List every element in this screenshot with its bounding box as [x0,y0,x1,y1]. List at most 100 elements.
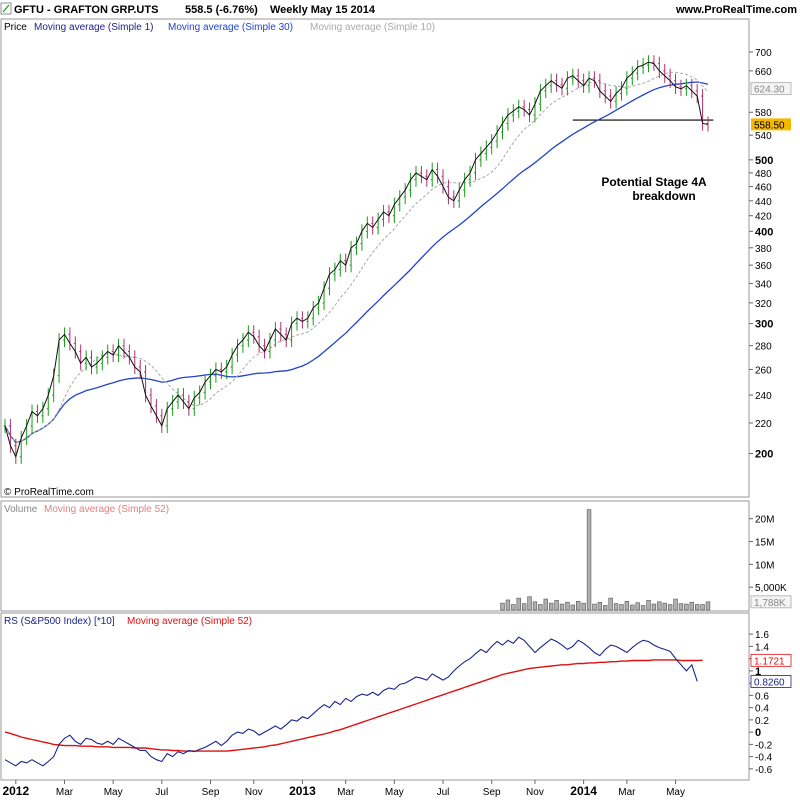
price-y-label: 280 [755,342,772,353]
x-tick-label: 2012 [2,784,29,798]
rs-last-box [750,675,792,688]
x-tick-label: May [104,787,123,798]
price-y-label: 200 [755,449,773,461]
volume-bar [619,604,624,611]
copyright: © ProRealTime.com [4,487,94,498]
rs-last-box [750,653,792,667]
volume-bar [608,597,613,611]
price-y-label: 480 [755,169,772,180]
legend-ma10: Moving average (Simple 10) [310,22,435,33]
legend-rs-ma: Moving average (Simple 52) [127,616,252,627]
volume-bar [684,603,689,611]
rs-last-label: 1.1721 [754,656,785,667]
rs-y-label: -0.4 [755,753,773,764]
volume-bar [689,601,694,611]
x-tick-label: 2014 [570,784,597,798]
price-y-label: 340 [755,279,772,290]
volume-last-label: 1,788K [754,598,786,609]
price-y-label: 540 [755,131,772,142]
volume-bar [694,604,700,611]
volume-y-label: 15M [755,538,774,549]
price-last-box [750,82,792,96]
rs-y-label: 1 [755,666,761,678]
volume-bar [500,602,505,611]
volume-bar [705,601,711,611]
volume-bar [613,603,619,611]
volume-bar [516,597,521,611]
rs-legend: RS (S&P500 Index) [*10] Moving average (… [4,616,252,627]
period-date: Weekly May 15 2014 [270,4,376,16]
volume-y-label: 10M [755,560,774,571]
volume-bar [532,601,538,611]
rs-y-label: 1.4 [755,642,769,653]
rs-y-label: 0 [755,727,761,739]
price-last-box [751,118,791,131]
volume-bar [521,603,527,611]
price-panel [0,18,750,498]
volume-bar [527,596,532,611]
volume-bar [586,509,592,611]
x-tick-label: Nov [526,787,544,798]
price-y-label: 580 [755,108,772,119]
volume-bar [630,604,635,611]
volume-y-label: 5,000K [755,583,787,594]
volume-bar [592,603,597,611]
rs-y-label: 0.4 [755,704,769,715]
price-y-label: 360 [755,261,772,272]
volume-bar [505,599,511,611]
price-y-label: 440 [755,197,772,208]
price-y-label: 700 [755,48,772,59]
annotation-line-2: breakdown [632,189,695,203]
volume-bar [548,602,554,611]
rs-y-label: -0.2 [755,740,773,751]
rs-panel [0,612,750,781]
x-tick-label: Sep [483,787,501,798]
price-y-label: 380 [755,244,772,255]
legend-volume: Volume [4,504,38,515]
header-bar [0,0,800,18]
x-tick-label: May [666,787,685,798]
x-tick-label: Mar [618,787,636,798]
volume-legend: Volume Moving average (Simple 52) [4,504,169,515]
price-y-label: 300 [755,319,773,331]
rs-line [4,636,698,767]
price-last-label: 624.30 [754,85,785,96]
legend-ma1: Moving average (Simple 1) [34,22,154,33]
volume-last-box [750,595,792,609]
rs-last-label: 0.8260 [754,678,785,689]
volume-bar [635,602,640,611]
rs-ma-line [4,659,703,752]
volume-bar [667,604,673,611]
x-tick-label: Nov [245,787,263,798]
site-url: www.ProRealTime.com [675,4,797,16]
annotation-line-1: Potential Stage 4A [601,175,707,189]
volume-bar [700,604,705,611]
volume-bar [646,600,651,611]
volume-bar [651,603,657,611]
volume-bar [640,605,646,611]
legend-ma30: Moving average (Simple 30) [168,22,293,33]
x-tick-label: Sep [202,787,220,798]
ma30-line [4,81,709,444]
volume-y-label: 20M [755,515,774,526]
price-y-label: 260 [755,365,772,376]
volume-bar [673,598,678,611]
legend-volume-ma: Moving average (Simple 52) [44,504,169,515]
price-y-label: 400 [755,226,773,238]
price-y-label: 660 [755,67,772,78]
volume-bar [554,600,559,611]
legend-price: Price [4,22,27,33]
ma1-line [4,61,709,459]
price-legend: Price Moving average (Simple 1) Moving a… [4,22,435,33]
volume-bar [597,601,603,611]
price-y-label: 500 [755,155,773,167]
price-last-label: 558.50 [754,120,785,131]
price-y-label: 220 [755,419,772,430]
ma10-line [4,71,709,444]
rs-y-label: 0.6 [755,691,769,702]
price-y-label: 420 [755,212,772,223]
rs-y-label: 0.2 [755,716,769,727]
volume-bar [603,605,608,611]
price-y-label: 460 [755,183,772,194]
volume-bar [570,604,576,611]
